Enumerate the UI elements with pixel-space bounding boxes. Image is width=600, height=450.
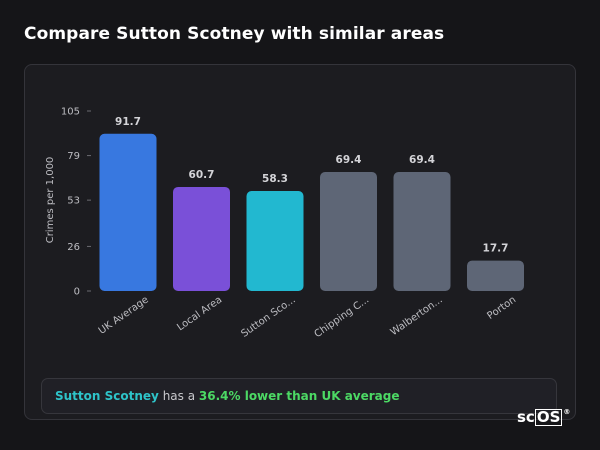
x-tick-label: Local Area	[175, 294, 224, 333]
bar[interactable]	[467, 260, 524, 291]
bar[interactable]	[246, 191, 304, 291]
bar[interactable]	[320, 172, 377, 291]
value-labels: 91.7 60.7 58.3 69.4 69.4 17.7	[115, 116, 508, 255]
summary-text: has a	[158, 389, 199, 403]
y-tick-label: 79	[67, 151, 80, 162]
x-tick-label: Chipping C...	[313, 294, 372, 340]
page-title: Compare Sutton Scotney with similar area…	[24, 24, 445, 44]
y-tick-label: 0	[74, 287, 80, 298]
y-tick-label: 26	[67, 242, 80, 253]
y-axis-label: Crimes per 1,000	[45, 157, 56, 244]
x-axis-labels: UK Average Local Area Sutton Sco... Chippin…	[97, 294, 518, 340]
summary-area-name: Sutton Scotney	[55, 389, 159, 403]
bar-value-label: 69.4	[409, 154, 435, 166]
logo-prefix: sc	[517, 408, 535, 426]
y-tick-label: 105	[61, 107, 80, 118]
scos-logo: sc OS ®	[517, 408, 570, 426]
y-axis: 0 26 53 79 105	[61, 107, 91, 298]
bar-value-label: 17.7	[483, 243, 509, 255]
bar[interactable]	[99, 133, 157, 291]
bar-value-label: 69.4	[336, 154, 362, 166]
summary-highlight: 36.4% lower than UK average	[198, 389, 400, 403]
x-tick-label: Porton	[485, 294, 518, 322]
bar-value-label: 58.3	[262, 173, 288, 185]
bar-value-label: 60.7	[189, 169, 215, 181]
y-tick-label: 53	[67, 196, 80, 207]
bar-value-label: 91.7	[115, 116, 141, 128]
comparison-summary: Sutton Scotney has a 36.4% lower than UK…	[41, 378, 557, 414]
x-tick-label: UK Average	[97, 294, 151, 336]
x-tick-label: Walberton...	[389, 294, 445, 338]
logo-boxed-letters: OS	[534, 408, 563, 426]
bar[interactable]	[393, 172, 451, 291]
logo-registered-mark: ®	[563, 408, 571, 416]
x-tick-label: Sutton Sco...	[239, 294, 297, 339]
bars	[99, 133, 524, 291]
bar[interactable]	[173, 186, 230, 291]
